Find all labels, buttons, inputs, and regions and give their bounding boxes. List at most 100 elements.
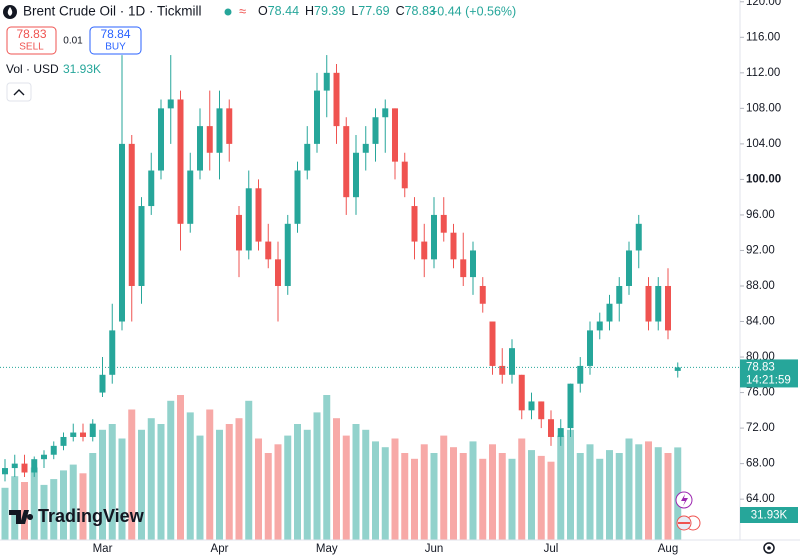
candle-body xyxy=(177,99,184,224)
candle-body xyxy=(11,463,18,469)
sell-label: SELL xyxy=(19,42,44,53)
volume-title: Vol · USD xyxy=(6,62,59,76)
collapse-button[interactable] xyxy=(6,82,32,102)
y-tick-label: 72.00 xyxy=(746,422,775,434)
volume-bar xyxy=(225,424,233,540)
volume-bar xyxy=(381,447,389,540)
tradingview-logo: TradingView xyxy=(9,506,145,526)
volume-bar xyxy=(411,458,418,540)
candle-body xyxy=(255,188,262,242)
candle-body xyxy=(665,285,671,331)
candle-body xyxy=(528,401,535,411)
candle-body xyxy=(128,143,135,286)
candle-body xyxy=(509,348,515,375)
candle-body xyxy=(167,99,174,109)
volume-bar xyxy=(303,429,311,540)
settings-icon[interactable] xyxy=(763,542,775,554)
y-tick-label: 88.00 xyxy=(746,280,775,292)
volume-bar xyxy=(1,487,9,540)
volume-bar xyxy=(586,444,594,540)
x-tick-label: Mar xyxy=(93,543,113,555)
ohlc-value: 78.83 xyxy=(405,4,436,18)
sell-button[interactable] xyxy=(6,26,57,55)
volume-bar xyxy=(450,447,457,540)
candle-body xyxy=(50,445,57,455)
volume-bar xyxy=(498,453,506,540)
volume-bar xyxy=(274,444,282,540)
volume-bar xyxy=(518,438,526,540)
volume-bar xyxy=(323,395,331,540)
volume-bar xyxy=(30,467,38,540)
candle-body xyxy=(314,90,320,144)
volume-bar xyxy=(313,412,321,540)
candle-body xyxy=(60,436,67,446)
x-tick-label: May xyxy=(316,543,338,555)
volume-bar xyxy=(245,400,253,540)
candle-body xyxy=(587,330,593,366)
candle-body xyxy=(158,108,164,171)
candle-body xyxy=(440,214,447,233)
ohlc-label: C xyxy=(396,4,405,18)
candle-body xyxy=(41,454,47,460)
candle-body xyxy=(421,241,428,260)
candle-body xyxy=(353,152,359,198)
candle-body xyxy=(567,383,574,429)
change: +0.44 (+0.56%) xyxy=(430,4,516,18)
volume-bar xyxy=(391,438,399,540)
ohlc-label: L xyxy=(351,4,358,18)
y-tick-label: 68.00 xyxy=(746,458,775,470)
candle-body xyxy=(548,419,554,437)
candle-body xyxy=(635,223,642,251)
volume-bar xyxy=(557,435,565,540)
volume-bar xyxy=(489,444,496,540)
x-tick-label: Apr xyxy=(211,543,229,555)
ohlc-value: 79.39 xyxy=(314,4,345,18)
volume-bar xyxy=(69,464,77,540)
volume-bar xyxy=(664,453,672,540)
ohlc: O78.44 H79.39 L77.69 C78.83 xyxy=(258,4,436,18)
candle-body xyxy=(645,285,652,322)
candle-body xyxy=(362,143,369,153)
volume-bar xyxy=(147,418,155,540)
volume-bar xyxy=(89,453,97,540)
candle-body xyxy=(99,374,106,393)
buy-button[interactable] xyxy=(89,26,142,55)
ohlc-label: O xyxy=(258,4,268,18)
candle-body xyxy=(265,241,272,260)
y-tick-label: 104.00 xyxy=(746,138,781,150)
symbol-title: Brent Crude Oil · 1D · Tickmill xyxy=(23,4,202,19)
candle-body xyxy=(245,188,252,251)
volume-bar xyxy=(596,458,604,540)
candle-body xyxy=(411,206,418,242)
candle-body xyxy=(31,459,38,473)
volume-bar xyxy=(420,444,428,540)
candle-body xyxy=(226,108,233,144)
x-tick-label: Aug xyxy=(658,543,678,555)
sync-icon: ≈ xyxy=(239,3,246,18)
volume-bar xyxy=(128,409,136,540)
volume-bar xyxy=(167,400,175,540)
candle-body xyxy=(119,143,125,322)
volume-bar xyxy=(352,424,360,540)
volume-bar xyxy=(79,473,87,540)
candle-body xyxy=(460,259,467,278)
volume-bar xyxy=(196,435,204,540)
volume-bar xyxy=(567,429,574,540)
volume-bar xyxy=(401,453,409,540)
volume-bar xyxy=(157,424,165,540)
volume-bar xyxy=(654,447,662,540)
y-tick-label: 76.00 xyxy=(746,387,775,399)
y-tick-label: 112.00 xyxy=(746,67,780,79)
candle-body xyxy=(626,250,632,286)
candle-body xyxy=(236,214,242,251)
volume-bar xyxy=(635,444,643,540)
x-tick-label: Jun xyxy=(425,543,444,555)
candle-body xyxy=(323,72,330,91)
y-tick-label: 116.00 xyxy=(746,31,780,43)
volume-bar xyxy=(186,412,194,540)
candle-body xyxy=(138,206,145,286)
ohlc-label: H xyxy=(305,4,314,18)
volume-bar xyxy=(615,453,623,540)
buy-label: BUY xyxy=(105,42,126,53)
volume-bar xyxy=(508,458,516,540)
